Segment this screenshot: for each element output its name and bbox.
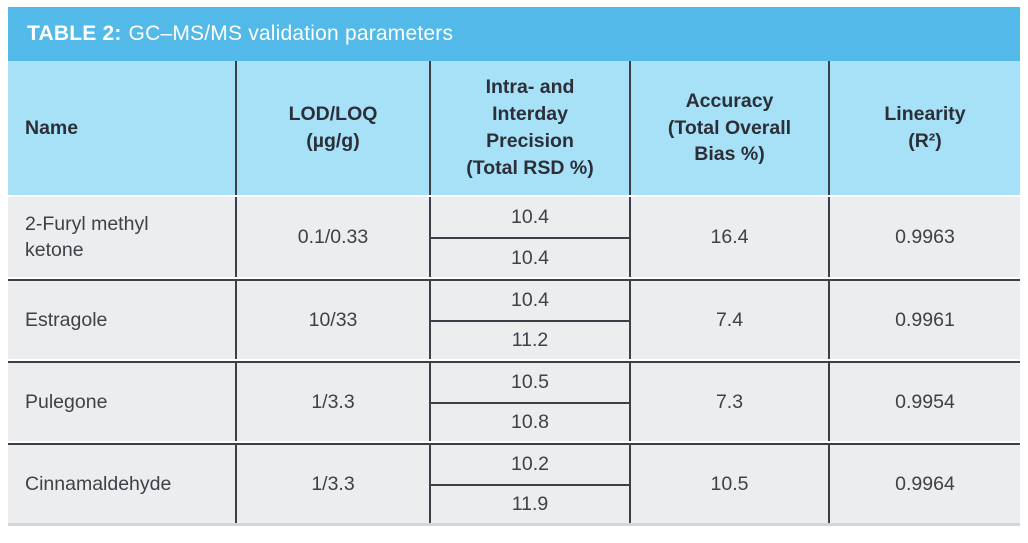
cell-rsd-intraday: 10.2 bbox=[511, 453, 549, 475]
cell-precision: 10.4 11.2 bbox=[429, 281, 629, 359]
table-row-cinnamaldehyde: Cinnamaldehyde 1/3.3 10.2 11.9 10.5 0.99… bbox=[8, 443, 1020, 523]
header-accuracy: Accuracy (Total Overall Bias %) bbox=[629, 61, 828, 195]
cell-rsd-intraday: 10.4 bbox=[511, 205, 549, 228]
cell-linearity: 0.9961 bbox=[828, 281, 1020, 359]
cell-name: 2-Furyl methyl ketone bbox=[25, 212, 149, 261]
table-row-furyl-methyl-ketone: 2-Furyl methyl ketone 0.1/0.33 10.4 10.4… bbox=[8, 197, 1020, 277]
cell-rsd-intraday: 10.5 bbox=[511, 371, 549, 393]
cell-rsd-intraday: 10.4 bbox=[511, 289, 549, 311]
cell-precision: 10.4 10.4 bbox=[429, 197, 629, 277]
cell-lod-loq: 1/3.3 bbox=[235, 363, 429, 441]
table-row-pulegone: Pulegone 1/3.3 10.5 10.8 7.3 0.9954 bbox=[8, 361, 1020, 441]
table-title-text: GC–MS/MS validation parameters bbox=[128, 22, 454, 45]
cell-lod-loq: 0.1/0.33 bbox=[235, 197, 429, 277]
cell-lod-loq: 10/33 bbox=[235, 281, 429, 359]
cell-precision: 10.2 11.9 bbox=[429, 445, 629, 523]
cell-rsd-interday: 11.9 bbox=[431, 484, 629, 523]
cell-name: Estragole bbox=[25, 308, 108, 331]
cell-accuracy: 16.4 bbox=[629, 197, 828, 277]
table-row-estragole: Estragole 10/33 10.4 11.2 7.4 0.9961 bbox=[8, 279, 1020, 359]
cell-accuracy: 7.3 bbox=[629, 363, 828, 441]
header-precision: Intra- and Interday Precision (Total RSD… bbox=[429, 61, 629, 195]
header-name: Name bbox=[25, 116, 79, 139]
cell-name: Pulegone bbox=[25, 390, 108, 413]
header-lod-loq: LOD/LOQ (µg/g) bbox=[235, 61, 429, 195]
cell-name: Cinnamaldehyde bbox=[25, 472, 172, 495]
cell-rsd-interday: 10.8 bbox=[431, 402, 629, 441]
cell-linearity: 0.9964 bbox=[828, 445, 1020, 523]
cell-linearity: 0.9963 bbox=[828, 197, 1020, 277]
cell-linearity: 0.9954 bbox=[828, 363, 1020, 441]
table-number-label: TABLE 2: bbox=[27, 22, 122, 45]
table-header-row: Name LOD/LOQ (µg/g) Intra- and Interday … bbox=[8, 61, 1020, 195]
cell-accuracy: 7.4 bbox=[629, 281, 828, 359]
header-linearity: Linearity (R²) bbox=[828, 61, 1020, 195]
cell-accuracy: 10.5 bbox=[629, 445, 828, 523]
cell-precision: 10.5 10.8 bbox=[429, 363, 629, 441]
cell-lod-loq: 1/3.3 bbox=[235, 445, 429, 523]
validation-table: Name LOD/LOQ (µg/g) Intra- and Interday … bbox=[8, 61, 1020, 526]
table-title-bar: TABLE 2: GC–MS/MS validation parameters bbox=[8, 7, 1020, 61]
cell-rsd-interday: 10.4 bbox=[431, 237, 629, 277]
cell-rsd-interday: 11.2 bbox=[431, 320, 629, 359]
